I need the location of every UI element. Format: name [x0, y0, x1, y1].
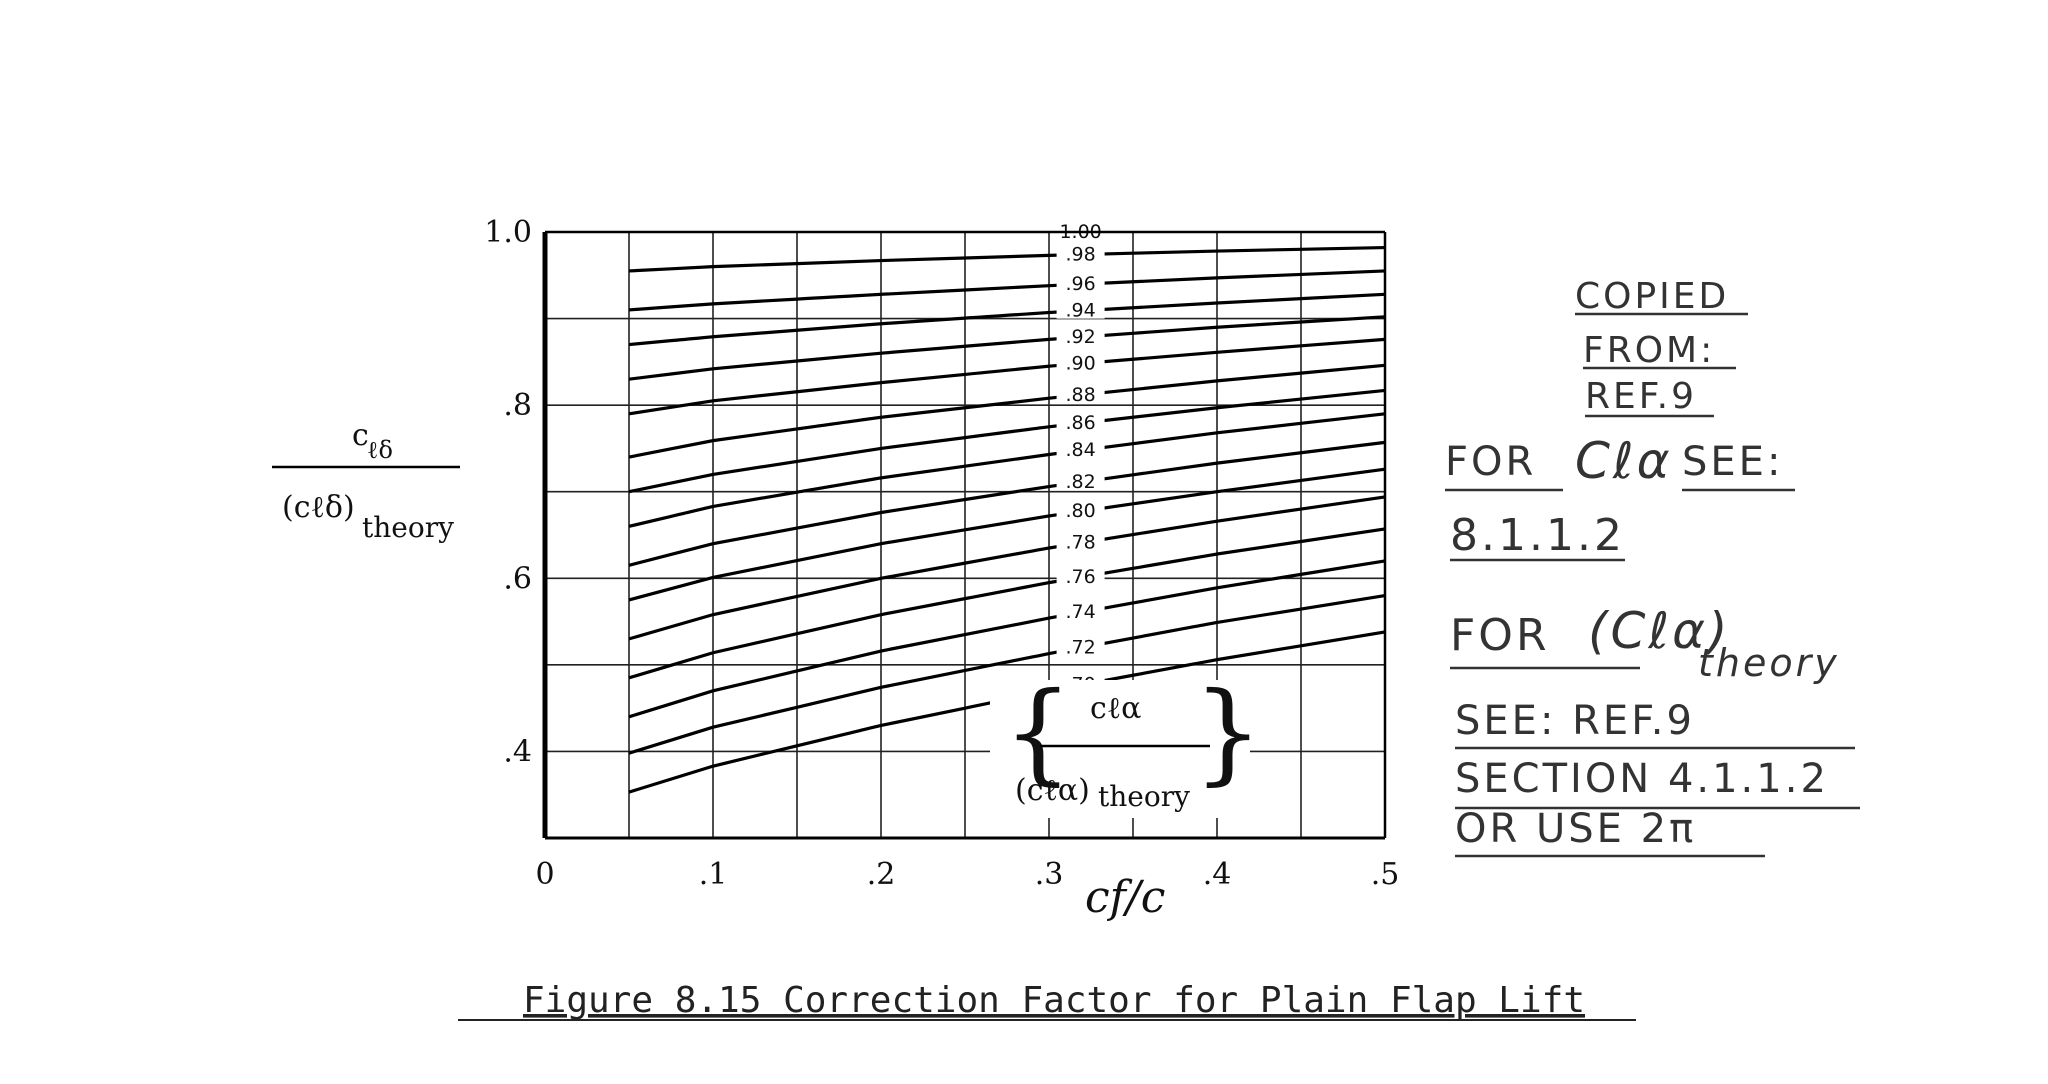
note-for-cla-symbol: Cℓα: [1575, 432, 1673, 490]
y-label-denominator-sub: theory: [362, 511, 454, 544]
curve-label-background: [1056, 351, 1105, 372]
curve-label-background: [1056, 220, 1105, 240]
curve-p82: [628, 440, 1386, 567]
y-axis-label: c ℓδ (cℓδ) theory: [272, 418, 460, 544]
curve-p90: [628, 337, 1386, 416]
curve-label: .82: [1065, 471, 1095, 493]
curve-label: .84: [1065, 439, 1095, 461]
curve-label-background: [1056, 600, 1105, 621]
curve-p94: [628, 292, 1386, 347]
curve-label: .72: [1065, 636, 1095, 658]
x-tick-label: 0: [535, 857, 554, 892]
curve-p96: [628, 269, 1386, 312]
x-tick-label: .3: [1035, 857, 1064, 892]
curve-label: .86: [1065, 412, 1095, 434]
curve-p98: [628, 245, 1386, 273]
note-or-use: OR USE 2π: [1455, 806, 1696, 852]
y-tick-label: .8: [503, 388, 532, 423]
curve-label: .96: [1065, 273, 1095, 295]
y-label-numerator: c: [352, 418, 369, 453]
curve-p84: [628, 412, 1386, 528]
left-brace: {: [1003, 668, 1073, 796]
curve-label-group: 1.00.98.96.94.92.90.88.86.84.82.80.78.76…: [1056, 220, 1105, 696]
curve-label-background: [1056, 530, 1105, 551]
y-label-numerator-sub: ℓδ: [367, 436, 393, 464]
curve-label: .74: [1065, 601, 1095, 623]
note-from: FROM:: [1583, 330, 1715, 371]
curve-p78: [628, 495, 1386, 641]
curve-label-background: [1056, 298, 1105, 319]
note-see-ref9: SEE: REF.9: [1455, 698, 1695, 744]
curve-label-background: [1056, 272, 1105, 293]
curve-p92: [628, 315, 1386, 381]
curve-series-group: [628, 230, 1386, 794]
curve-p70: [628, 630, 1386, 794]
curve-label-background: [1056, 469, 1105, 490]
curve-label-background: [1056, 382, 1105, 403]
curve-label: .88: [1065, 384, 1095, 406]
curve-label: .90: [1065, 352, 1095, 374]
curve-label: .76: [1065, 566, 1095, 588]
x-tick-label: .4: [1203, 857, 1232, 892]
x-tick-label: .2: [867, 857, 896, 892]
x-axis-label: cf/c: [1085, 872, 1165, 923]
note-for-cla-prefix: FOR: [1445, 439, 1536, 485]
curve-p74: [628, 559, 1386, 719]
x-tick-labels: 0 .1 .2 .3 .4 .5: [535, 857, 1399, 892]
curve-label-background: [1056, 242, 1105, 263]
curve-label-background: [1056, 438, 1105, 459]
y-tick-label: .4: [503, 734, 532, 769]
note-for-theory-symbol: (Cℓα): [1588, 602, 1731, 660]
note-for-theory-sub: theory: [1698, 641, 1840, 685]
note-section: SECTION 4.1.1.2: [1455, 756, 1829, 802]
figure-caption: Figure 8.15 Correction Factor for Plain …: [523, 980, 1585, 1021]
curve-label: .98: [1065, 244, 1095, 266]
curve-label: .80: [1065, 500, 1095, 522]
y-tick-label: 1.0: [484, 215, 532, 250]
curve-p72: [628, 594, 1386, 755]
curve-label-background: [1056, 564, 1105, 585]
curve-p76: [628, 527, 1386, 680]
parameter-label: { } cℓα (cℓα) theory: [990, 668, 1263, 818]
curve-label: .92: [1065, 326, 1095, 348]
curve-label-background: [1056, 324, 1105, 345]
plot-area: 1.00.98.96.94.92.90.88.86.84.82.80.78.76…: [542, 220, 1387, 840]
curve-label-background: [1056, 635, 1105, 656]
curve-p86: [628, 388, 1386, 494]
x-tick-label: .1: [699, 857, 728, 892]
curve-label: .78: [1065, 532, 1095, 554]
right-brace: }: [1193, 668, 1263, 796]
x-tick-label: .5: [1371, 857, 1400, 892]
curve-label-background: [1056, 410, 1105, 431]
note-copied: COPIED: [1575, 276, 1729, 317]
curve-label-background: [1056, 499, 1105, 520]
curve-label: .94: [1065, 300, 1095, 322]
curve-p80: [628, 467, 1386, 602]
parameter-label-background: [990, 680, 1250, 818]
y-tick-labels: 1.0 .8 .6 .4: [484, 215, 532, 769]
parameter-denominator: (cℓα): [1015, 773, 1090, 808]
parameter-denominator-sub: theory: [1098, 780, 1190, 813]
note-ref9: REF.9: [1585, 376, 1697, 417]
note-for-cla-ref: 8.1.1.2: [1450, 510, 1625, 561]
y-label-denominator: (cℓδ): [282, 490, 355, 525]
note-for-theory-prefix: FOR: [1450, 610, 1550, 661]
note-for-cla-suffix: SEE:: [1682, 439, 1783, 485]
parameter-numerator: cℓα: [1090, 691, 1141, 726]
curve-p88: [628, 363, 1386, 459]
y-tick-label: .6: [503, 561, 532, 596]
handwritten-notes: COPIED FROM: REF.9 FOR Cℓα SEE: 8.1.1.2 …: [1445, 276, 1860, 858]
